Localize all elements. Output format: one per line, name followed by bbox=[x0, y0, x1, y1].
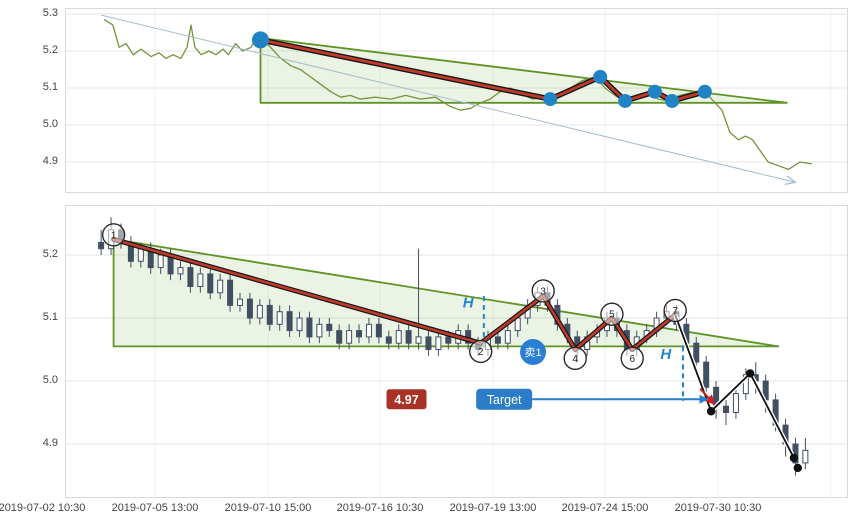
pivot-number: 7 bbox=[672, 306, 678, 317]
pivot-circle bbox=[563, 346, 587, 371]
y-axis-tick-bottom: 4.9 bbox=[42, 437, 58, 449]
tail-dot bbox=[706, 407, 716, 416]
pivot-circle bbox=[531, 279, 555, 303]
pivot-circle bbox=[663, 298, 687, 323]
pivot-number: 6 bbox=[629, 354, 635, 365]
y-axis-tick-top: 5.3 bbox=[42, 7, 58, 19]
candle-body bbox=[514, 317, 521, 332]
candle-body bbox=[405, 330, 412, 344]
candle-body bbox=[395, 330, 402, 344]
candle-body bbox=[276, 311, 283, 325]
pivot-dot bbox=[251, 31, 269, 49]
pivot-circle bbox=[600, 302, 624, 326]
pivot-circle bbox=[469, 339, 493, 364]
candle-body bbox=[802, 449, 809, 464]
x-axis-tick: 2019-07-16 10:30 bbox=[336, 502, 424, 514]
candle-body bbox=[504, 330, 511, 344]
candle-body bbox=[227, 279, 234, 306]
candle-body bbox=[217, 279, 224, 294]
x-axis-tick: 2019-07-05 13:00 bbox=[111, 502, 199, 514]
y-axis-tick-top: 5.0 bbox=[42, 118, 58, 130]
candle-body bbox=[256, 304, 263, 319]
tail-dot bbox=[745, 369, 755, 378]
candle-body bbox=[187, 267, 194, 287]
candle-body bbox=[385, 336, 392, 344]
candle-body bbox=[425, 336, 432, 350]
pivot-dot bbox=[697, 84, 712, 99]
sell-signal-label: 卖1 bbox=[524, 346, 541, 359]
candle-body bbox=[306, 317, 313, 338]
overview-chart-canvas[interactable] bbox=[66, 9, 847, 192]
y-axis-tick-top: 5.1 bbox=[42, 81, 58, 93]
pivot-number: 4 bbox=[572, 354, 578, 365]
candlestick-chart-canvas[interactable]: H H 1 2 3 4 5 6 7 卖1 4.97 Target bbox=[66, 206, 847, 497]
pivot-dot bbox=[543, 92, 558, 107]
candle-body bbox=[703, 361, 710, 388]
candle-body bbox=[246, 298, 253, 319]
candle-body bbox=[375, 323, 382, 338]
candle-body bbox=[445, 336, 452, 344]
candle-body bbox=[494, 336, 501, 344]
candle-body bbox=[177, 267, 184, 275]
candle-body bbox=[326, 323, 333, 332]
target-badge-label: Target bbox=[487, 393, 522, 407]
y-axis-tick-top: 4.9 bbox=[42, 155, 58, 167]
candle-body bbox=[365, 323, 372, 338]
candle-body bbox=[197, 273, 204, 288]
candle-body bbox=[693, 342, 700, 363]
target-badge[interactable] bbox=[476, 388, 533, 410]
target-price-label: 4.97 bbox=[394, 393, 418, 407]
tail-line bbox=[674, 314, 795, 459]
pivot-circle bbox=[101, 223, 126, 247]
tail-dot bbox=[793, 463, 802, 473]
candle-body bbox=[415, 336, 422, 344]
y-axis-tick-bottom: 5.2 bbox=[42, 248, 58, 260]
target-price-badge bbox=[386, 389, 427, 410]
candle-body bbox=[435, 336, 442, 350]
candle-body bbox=[207, 273, 214, 294]
candle-body bbox=[157, 254, 164, 269]
sell-signal-badge[interactable] bbox=[520, 339, 547, 366]
candle-body bbox=[723, 405, 730, 413]
pivot-dot bbox=[665, 93, 680, 108]
pivot-dot bbox=[593, 69, 608, 84]
pivot-number: 3 bbox=[540, 286, 546, 297]
candle-body bbox=[316, 323, 323, 338]
candle-body bbox=[286, 311, 293, 332]
candle-body bbox=[237, 298, 244, 306]
x-axis-tick: 2019-07-02 10:30 bbox=[0, 502, 86, 514]
candle-body bbox=[266, 304, 273, 325]
y-axis-tick-bottom: 5.1 bbox=[42, 311, 58, 323]
pivot-dot bbox=[647, 84, 662, 99]
pivot-dot bbox=[618, 93, 633, 108]
candle-body bbox=[98, 241, 105, 250]
h-label: H bbox=[463, 294, 475, 311]
x-axis-tick: 2019-07-10 15:00 bbox=[224, 502, 312, 514]
x-axis-tick: 2019-07-30 10:30 bbox=[674, 502, 762, 514]
candle-body bbox=[346, 330, 353, 344]
candle-body bbox=[296, 317, 303, 332]
overview-chart-panel bbox=[65, 8, 848, 193]
pivot-circle bbox=[620, 346, 644, 371]
y-axis-tick-top: 5.2 bbox=[42, 44, 58, 56]
downtrend-arrow bbox=[101, 14, 795, 182]
x-axis-tick: 2019-07-24 15:00 bbox=[561, 502, 649, 514]
candle-body bbox=[137, 248, 144, 262]
candlestick-chart-panel: H H 1 2 3 4 5 6 7 卖1 4.97 Target bbox=[65, 205, 848, 498]
candle-body bbox=[732, 393, 739, 414]
x-axis-tick: 2019-07-19 13:00 bbox=[449, 502, 537, 514]
candle-body bbox=[356, 330, 363, 338]
y-axis-tick-bottom: 5.0 bbox=[42, 374, 58, 386]
candle-body bbox=[336, 330, 343, 344]
h-label: H bbox=[660, 346, 672, 363]
pivot-number: 1 bbox=[111, 230, 117, 241]
pivot-number: 2 bbox=[478, 347, 484, 358]
tail-dot bbox=[789, 453, 799, 463]
pivot-number: 5 bbox=[609, 310, 615, 321]
